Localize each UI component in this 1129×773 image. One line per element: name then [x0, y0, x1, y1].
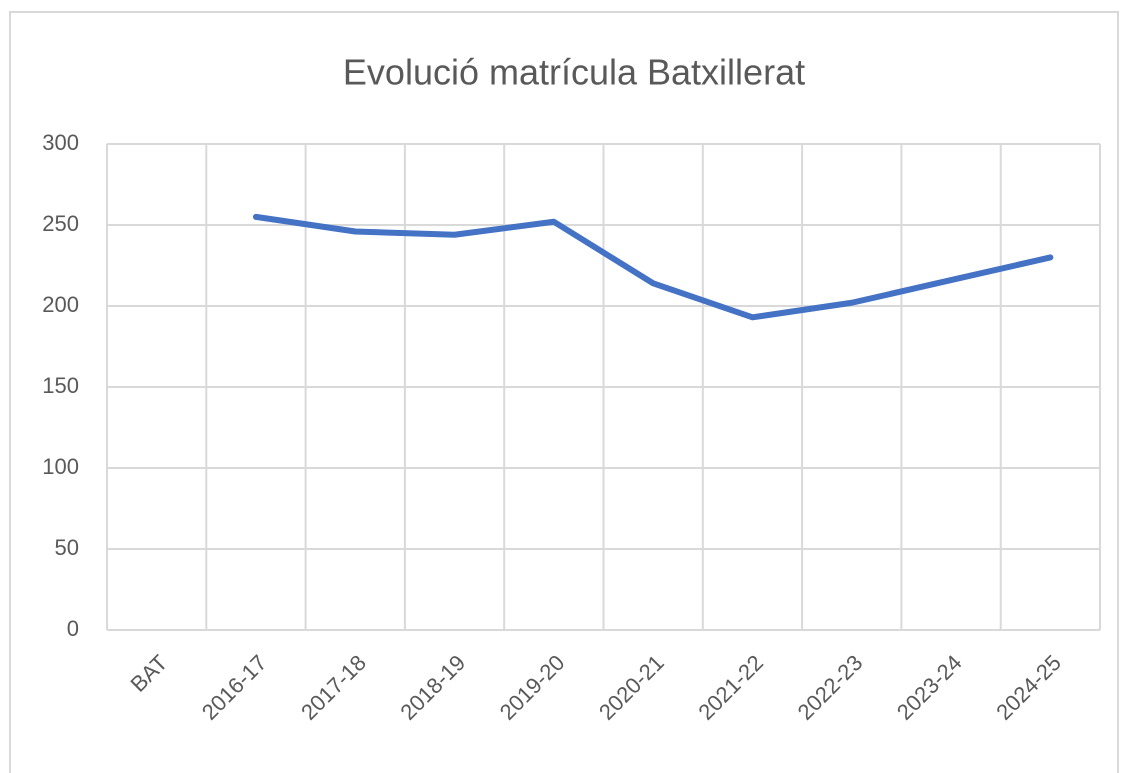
y-tick-label: 0 [67, 616, 79, 641]
y-tick-label: 300 [42, 130, 79, 155]
y-tick-label: 250 [42, 211, 79, 236]
y-tick-label: 200 [42, 292, 79, 317]
y-tick-label: 100 [42, 454, 79, 479]
chart-frame [9, 11, 1119, 773]
y-tick-label: 150 [42, 373, 79, 398]
data-line [252, 213, 1054, 321]
y-tick-label: 50 [55, 535, 79, 560]
chart-title: Evolució matrícula Batxillerat [343, 52, 805, 93]
